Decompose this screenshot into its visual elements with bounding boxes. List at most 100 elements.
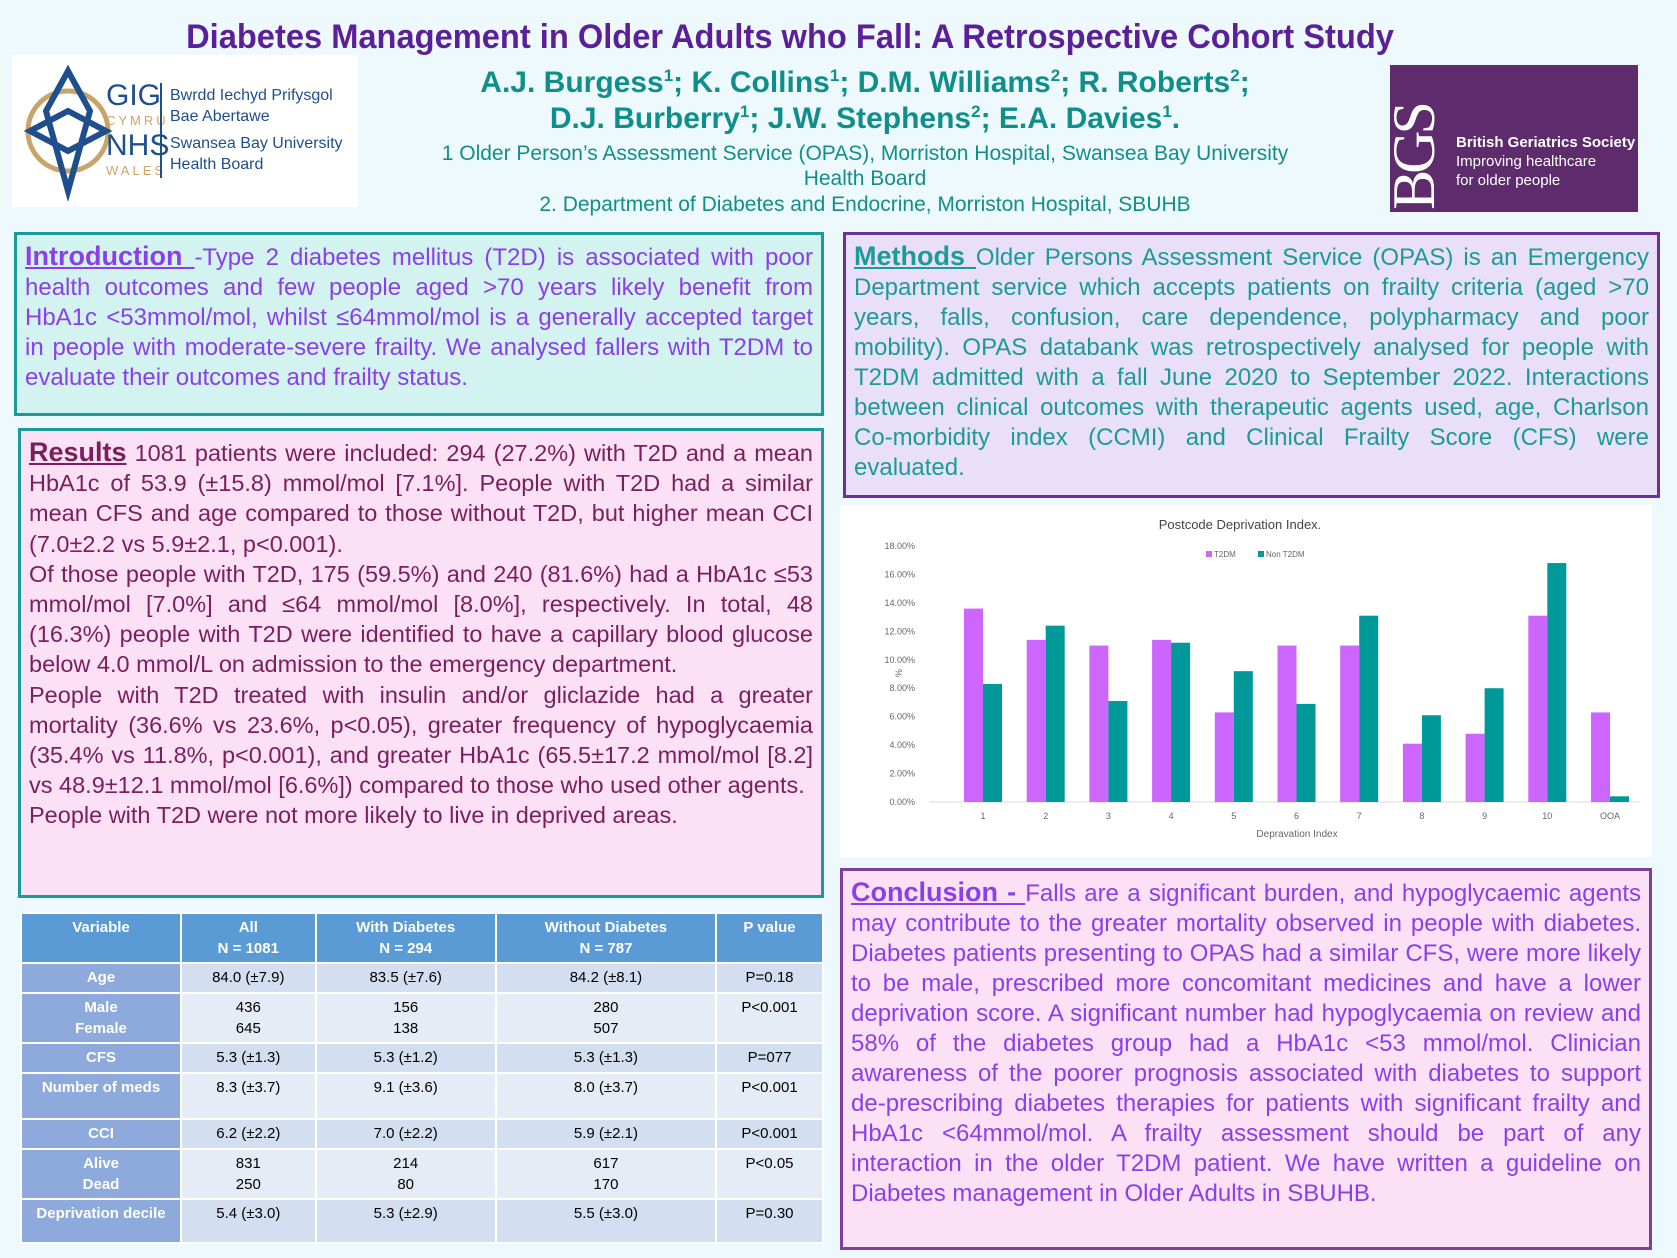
cell-value: 214 [393,1155,419,1172]
cell-value: 5.3 (±1.2) [373,1049,438,1066]
x-tick-label: 2 [1043,811,1048,821]
bgs-name: British Geriatrics Society [1456,134,1636,151]
y-tick-label: 14.00% [884,598,915,608]
cell-value: P<0.001 [741,1125,798,1142]
table-cell-p: P<0.001 [715,1118,824,1150]
author-affiliation-number: 1 [663,66,674,85]
author: J.W. Stephens [767,102,972,135]
cell-value: P=0.18 [745,969,794,986]
celtic-knot-icon [23,64,113,201]
bar-t2dm [1152,639,1172,802]
table-cell-without: 8.0 (±3.7) [494,1072,718,1120]
results-paragraph: People with T2D treated with insulin and… [29,681,813,799]
table-row: CFS 5.3 (±1.3) 5.3 (±1.2) 5.3 (±1.3) P=077 [20,1042,824,1074]
table-cell-p: P=0.18 [715,962,824,994]
y-axis-label: % [894,669,904,677]
table-cell-without: 617 170 [494,1148,718,1200]
table-cell-all: 8.3 (±3.7) [180,1072,317,1120]
bar-non-t2dm [1233,671,1253,802]
x-tick-label: 1 [980,811,985,821]
column-header-line: P value [743,919,796,936]
cell-value: 170 [593,1176,619,1193]
cell-value: 5.3 (±1.3) [573,1049,638,1066]
table-cell-all: 5.4 (±3.0) [180,1198,317,1244]
methods-section: Methods Older Persons Assessment Service… [843,232,1660,498]
bgs-logo: BGS British Geriatrics Society Improving… [1381,65,1638,212]
table-cell-with: 5.3 (±1.2) [314,1042,497,1074]
bar-non-t2dm [1171,642,1191,802]
column-header: Variable [20,912,182,964]
cell-value: 5.3 (±1.3) [216,1049,281,1066]
bgs-mark: BGS [1380,105,1447,210]
bgs-tagline-2: for older people [1456,172,1561,189]
bar-t2dm [1026,639,1046,802]
gig-text: GIG [106,79,162,112]
bar-t2dm [1465,733,1485,802]
cell-value: P=0.30 [745,1205,794,1222]
table-cell-p: P<0.001 [715,992,824,1044]
cell-value: CCI [88,1125,114,1142]
column-header-line: Without Diabetes [544,919,668,936]
bar-non-t2dm [1547,563,1567,802]
y-tick-label: 0.00% [889,797,915,807]
bar-t2dm [1214,712,1234,802]
y-tick-label: 2.00% [889,769,915,779]
introduction-section: Introduction -Type 2 diabetes mellitus (… [14,232,824,416]
bar-t2dm [1528,615,1548,802]
table-row: Alive Dead 831 250 214 80 617 170 P<0.05 [20,1148,824,1200]
table-cell-all: 436 645 [180,992,317,1044]
x-tick-label: 5 [1231,811,1236,821]
column-header-line: N = 1081 [217,940,279,957]
cell-value: P<0.001 [741,999,798,1016]
nhs-swansea-logo: GIG CYMRU NHS WALES Bwrdd Iechyd Prifysg… [12,55,358,207]
results-paragraph: 1081 patients were included: 294 (27.2%)… [29,440,813,557]
legend-swatch [1258,551,1264,557]
table-cell-var: Number of meds [20,1072,182,1120]
cell-value: 5.5 (±3.0) [573,1205,638,1222]
table-row: CCI 6.2 (±2.2) 7.0 (±2.2) 5.9 (±2.1) P<0.001 [20,1118,824,1150]
cell-value: 156 [393,999,419,1016]
introduction-heading: Introduction [25,241,195,271]
table-cell-with: 214 80 [314,1148,497,1200]
column-header-line: N = 787 [579,940,633,957]
cell-value: P=077 [747,1049,792,1066]
author: E.A. Davies [998,102,1163,135]
table-cell-without: 5.9 (±2.1) [494,1118,718,1150]
results-table: Variable All N = 1081 With Diabetes N = 294 W… [20,912,824,1244]
table-cell-all: 831 250 [180,1148,317,1200]
table-cell-var: CCI [20,1118,182,1150]
author: R. Roberts [1078,66,1231,99]
bar-t2dm [1402,743,1422,802]
cell-value: 645 [235,1020,261,1037]
y-tick-label: 16.00% [884,569,915,579]
author: D.J. Burberry [549,102,740,135]
table-row: Number of meds 8.3 (±3.7) 9.1 (±3.6) 8.0 (±… [20,1072,824,1120]
cell-value: Male [84,999,118,1016]
y-tick-label: 8.00% [889,683,915,693]
results-section: Results 1081 patients were included: 294… [18,428,824,898]
table-cell-without: 5.5 (±3.0) [494,1198,718,1244]
english-name-2: Health Board [170,156,264,173]
cell-value: 138 [393,1020,419,1037]
nhs-text: NHS [106,129,170,162]
column-header-line: N = 294 [379,940,433,957]
cell-value: 8.0 (±3.7) [573,1079,638,1096]
table-cell-with: 5.3 (±2.9) [314,1198,497,1244]
conclusion-text: Falls are a significant burden, and hypo… [851,880,1641,1207]
table-cell-p: P<0.05 [715,1148,824,1200]
author: K. Collins [691,66,830,99]
table-cell-with: 156 138 [314,992,497,1044]
bar-t2dm [964,608,983,802]
y-tick-label: 12.00% [884,626,915,636]
table-cell-all: 6.2 (±2.2) [180,1118,317,1150]
cell-value: P<0.001 [741,1079,798,1096]
cell-value: 9.1 (±3.6) [373,1079,438,1096]
table-cell-var: Alive Dead [20,1148,182,1200]
column-header-line [24,938,178,957]
conclusion-section: Conclusion - Falls are a significant bur… [840,868,1652,1250]
bar-t2dm [1591,712,1610,802]
x-axis-label: Depravation Index [1256,829,1337,840]
results-heading: Results [29,437,127,467]
cell-value: CFS [86,1049,116,1066]
results-paragraph: Of those people with T2D, 175 (59.5%) an… [29,560,813,678]
